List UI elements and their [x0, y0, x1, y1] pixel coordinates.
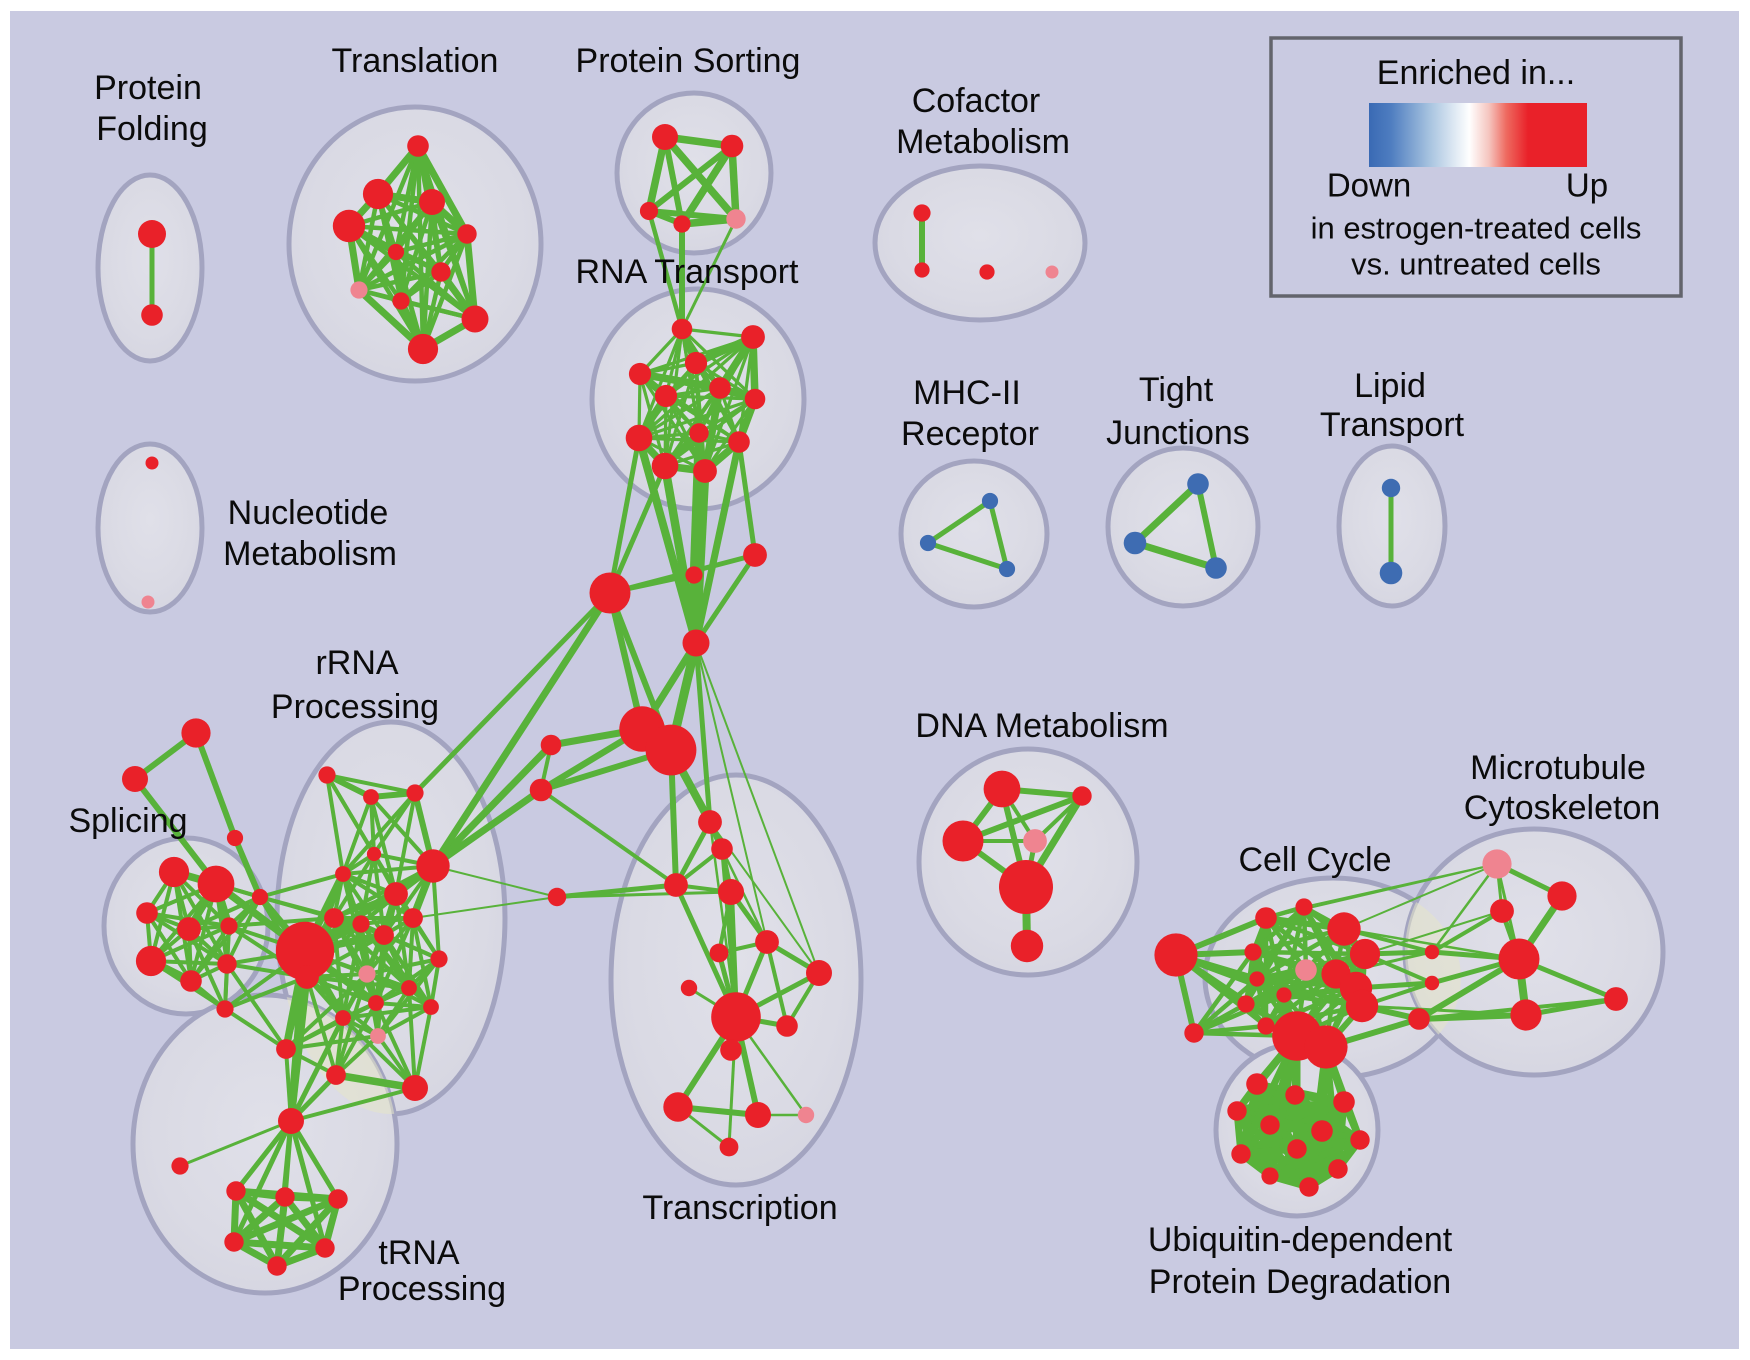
svg-text:Protein Sorting: Protein Sorting [576, 42, 801, 80]
svg-text:Lipid: Lipid [1354, 367, 1426, 405]
svg-text:DNA Metabolism: DNA Metabolism [915, 707, 1168, 745]
svg-text:RNA Transport: RNA Transport [576, 253, 800, 291]
svg-text:Receptor: Receptor [901, 415, 1039, 453]
svg-text:Processing: Processing [271, 688, 439, 726]
svg-text:MHC-II: MHC-II [913, 374, 1021, 412]
svg-text:vs. untreated cells: vs. untreated cells [1351, 247, 1601, 282]
svg-text:Protein Degradation: Protein Degradation [1149, 1263, 1451, 1301]
svg-text:Ubiquitin-dependent: Ubiquitin-dependent [1148, 1221, 1453, 1259]
svg-text:Microtubule: Microtubule [1470, 749, 1646, 787]
svg-text:Translation: Translation [332, 42, 499, 80]
svg-text:Down: Down [1327, 167, 1411, 204]
svg-text:Cell Cycle: Cell Cycle [1238, 841, 1391, 879]
svg-text:Transport: Transport [1320, 406, 1465, 444]
svg-text:in estrogen-treated cells: in estrogen-treated cells [1311, 211, 1642, 246]
svg-text:Metabolism: Metabolism [223, 535, 397, 573]
svg-text:Nucleotide: Nucleotide [228, 494, 389, 532]
svg-text:Junctions: Junctions [1106, 414, 1250, 452]
svg-text:rRNA: rRNA [315, 644, 398, 682]
svg-text:Cytoskeleton: Cytoskeleton [1464, 789, 1661, 827]
svg-text:Enriched in...: Enriched in... [1377, 54, 1575, 92]
svg-text:Tight: Tight [1139, 371, 1214, 409]
svg-text:Protein: Protein [94, 69, 202, 107]
svg-text:Processing: Processing [338, 1270, 506, 1308]
svg-text:Metabolism: Metabolism [896, 123, 1070, 161]
svg-text:Transcription: Transcription [642, 1189, 837, 1227]
svg-text:Splicing: Splicing [68, 802, 187, 840]
svg-text:Up: Up [1566, 167, 1608, 204]
svg-text:Cofactor: Cofactor [912, 82, 1041, 120]
svg-text:tRNA: tRNA [378, 1234, 460, 1272]
svg-text:Folding: Folding [96, 110, 208, 148]
